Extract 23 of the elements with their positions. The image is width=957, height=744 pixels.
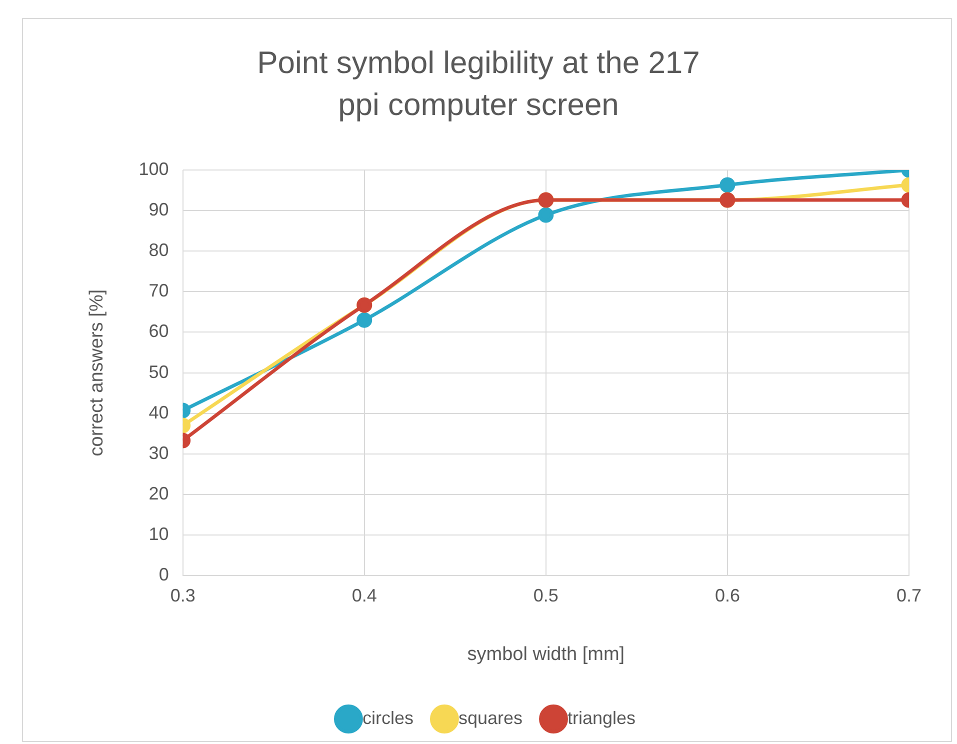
y-tick-label: 40 — [148, 402, 169, 422]
legend-label: circles — [362, 708, 414, 728]
y-tick-label: 50 — [148, 362, 169, 382]
y-tick-label: 80 — [148, 240, 169, 260]
point — [538, 207, 554, 223]
x-tick-label: 0.3 — [170, 585, 196, 606]
x-tick-label: 0.7 — [896, 585, 922, 606]
y-tick-label: 100 — [138, 158, 169, 179]
y-tick-label: 90 — [148, 200, 169, 220]
x-tick-label: 0.6 — [714, 585, 740, 606]
y-tick-label: 70 — [148, 280, 169, 301]
x-tick-label: 0.5 — [533, 585, 558, 606]
y-tick-label: 10 — [148, 524, 169, 544]
y-tick-label: 0 — [158, 564, 169, 585]
x-axis-title: symbol width [mm] — [467, 644, 625, 665]
x-tick-label: 0.4 — [352, 585, 377, 606]
y-tick-label: 60 — [148, 321, 169, 342]
legend-label: squares — [458, 708, 523, 728]
legend-label: triangles — [568, 708, 636, 728]
y-axis-title: correct answers [%] — [86, 289, 108, 456]
chart-title: Point symbol legibility at the 217 ppi computer screen — [256, 44, 701, 124]
y-tick-label: 20 — [148, 483, 169, 504]
y-tick-label: 30 — [148, 442, 169, 463]
